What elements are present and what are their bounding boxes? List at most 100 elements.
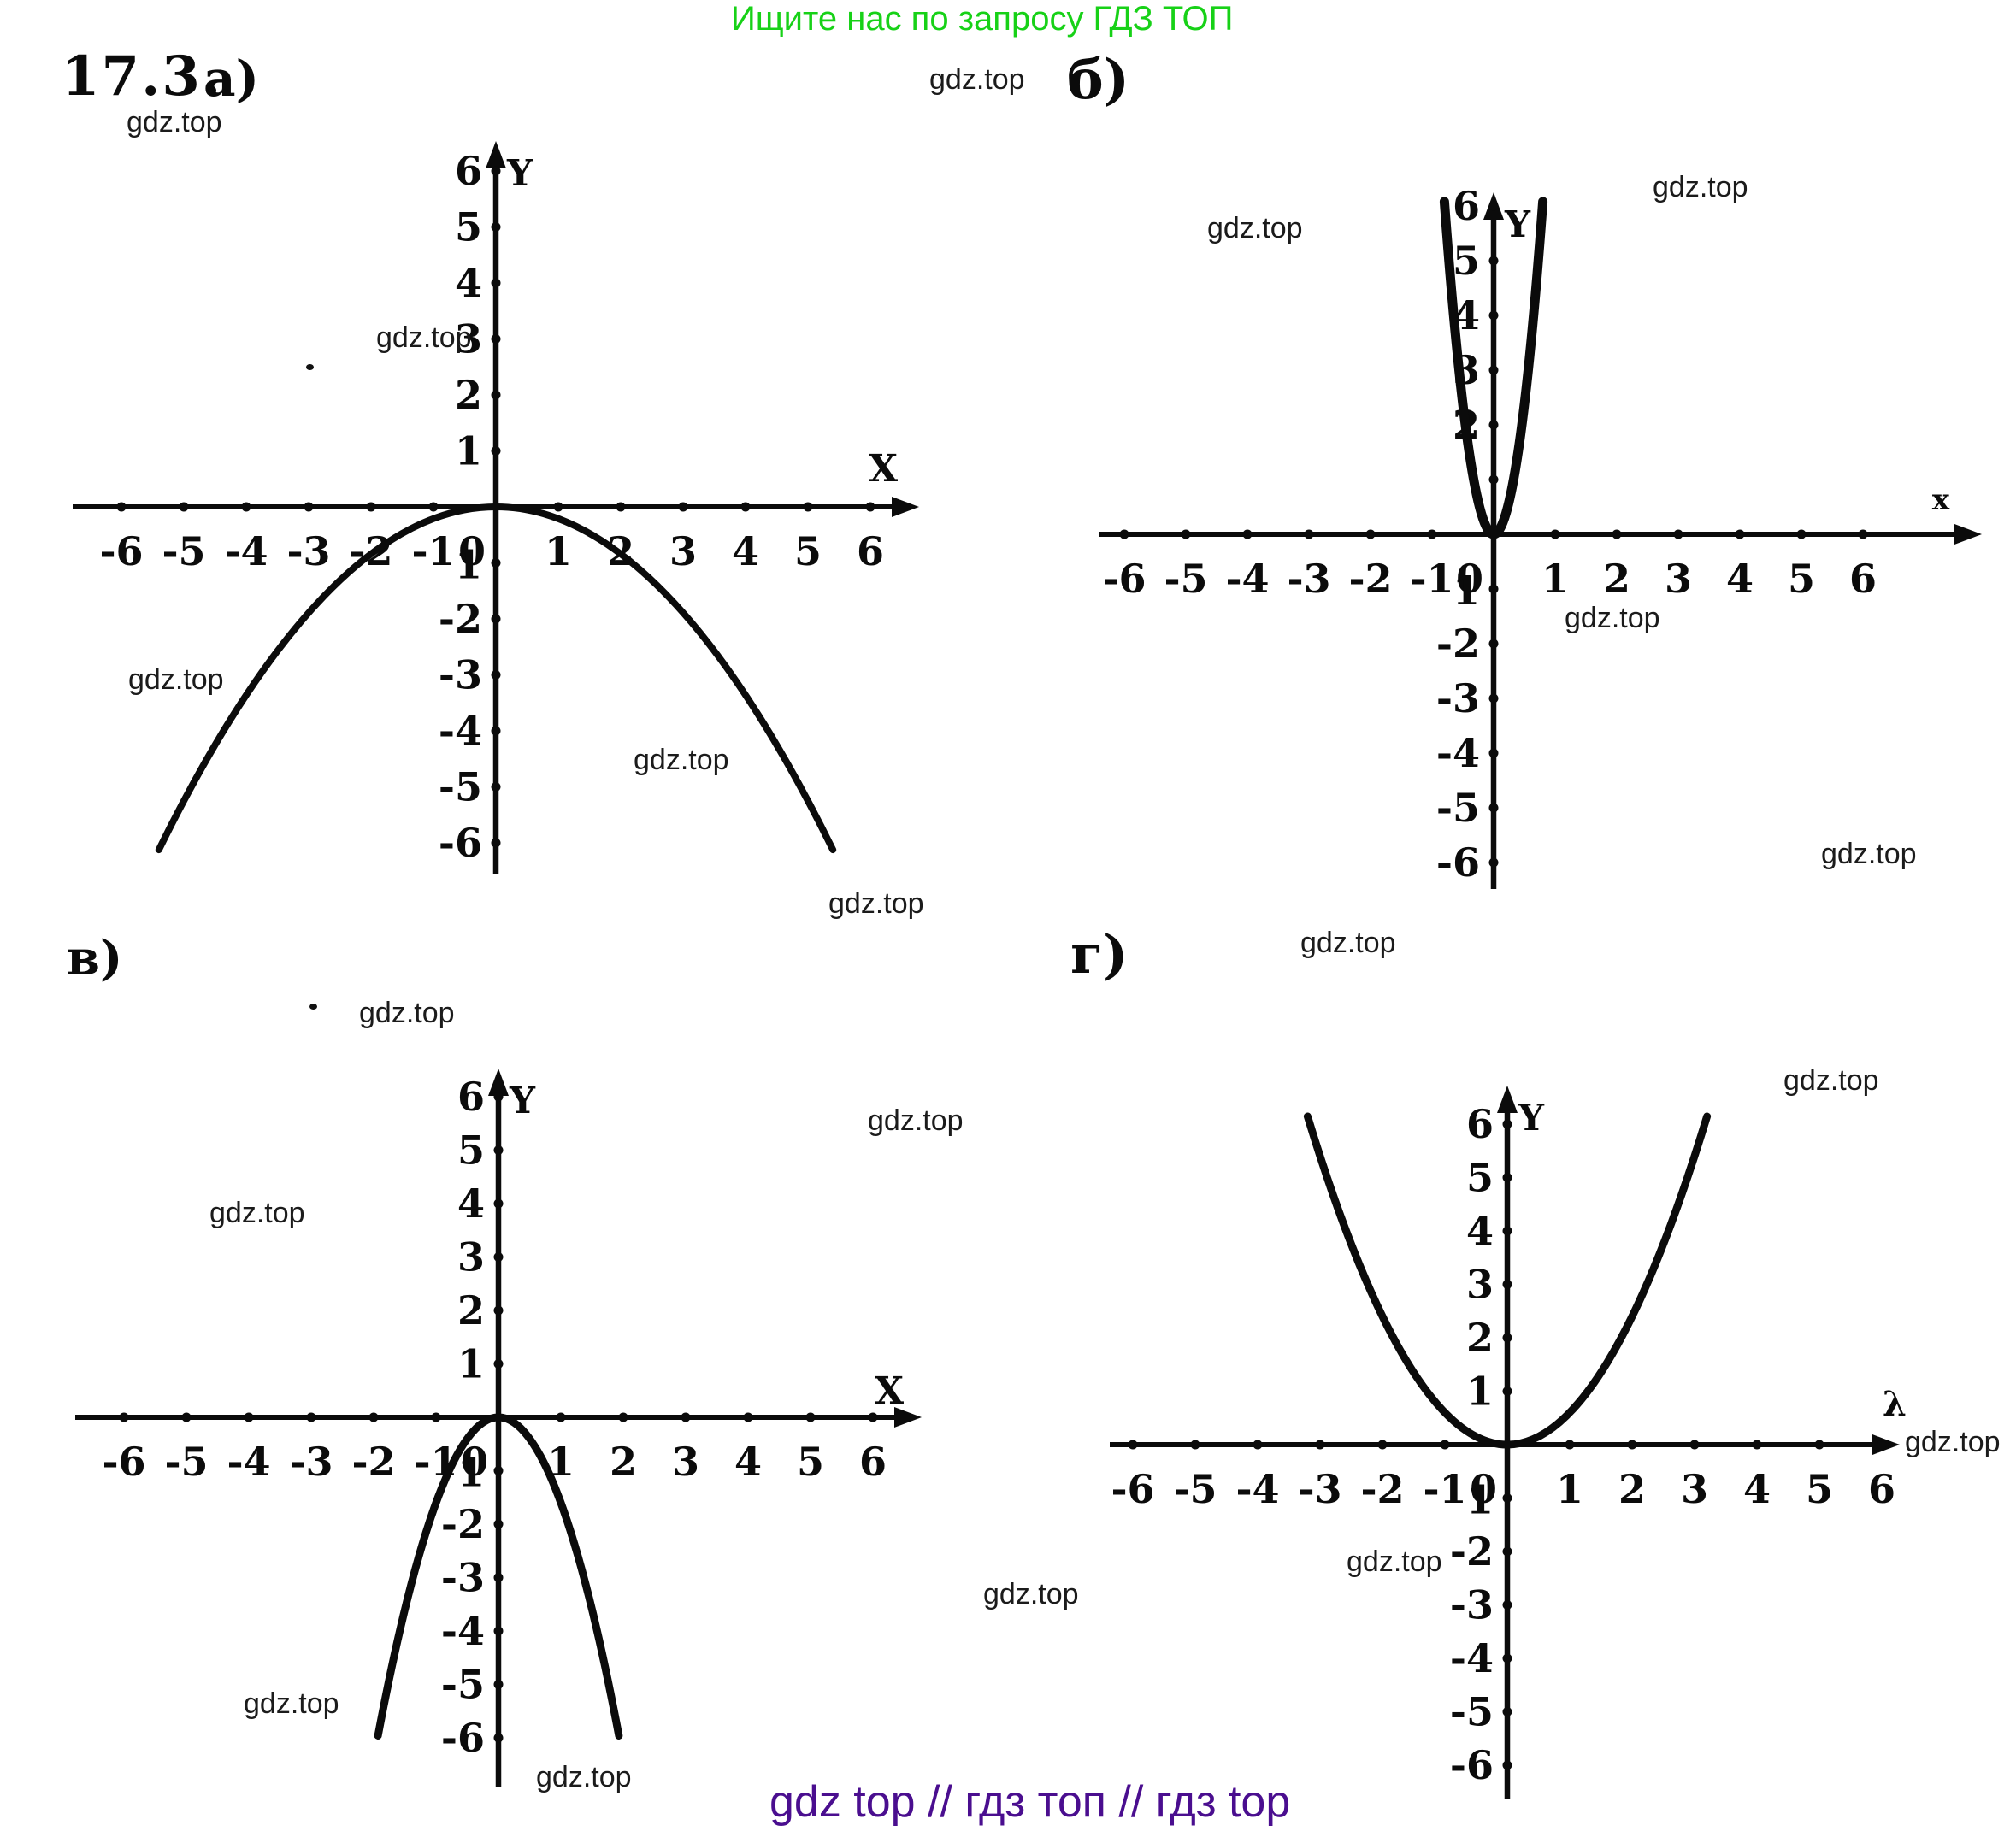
svg-text:1: 1 — [545, 528, 572, 574]
svg-text:3: 3 — [672, 1439, 699, 1485]
curve-b — [1439, 197, 1548, 539]
watermark: gdz.top — [1783, 1064, 1879, 1097]
watermark: gdz.top — [1653, 171, 1748, 203]
svg-text:-5: -5 — [164, 1439, 208, 1485]
svg-text:5: 5 — [1453, 238, 1480, 284]
panel-label-b: б) — [1067, 48, 1129, 112]
svg-text:2: 2 — [1603, 556, 1630, 602]
watermark: gdz.top — [1565, 602, 1660, 634]
watermark: gdz.top — [359, 997, 455, 1029]
svg-text:1: 1 — [1556, 1466, 1583, 1512]
svg-text:4: 4 — [1743, 1466, 1771, 1512]
svg-text:4: 4 — [457, 1181, 485, 1227]
svg-text:5: 5 — [1466, 1155, 1494, 1201]
svg-text:-5: -5 — [439, 764, 482, 810]
svg-text:5: 5 — [457, 1128, 485, 1174]
svg-text:1: 1 — [1466, 1477, 1494, 1523]
svg-text:3: 3 — [457, 1234, 485, 1281]
svg-text:6: 6 — [1453, 183, 1480, 229]
svg-text:3: 3 — [1665, 556, 1692, 602]
watermark: gdz.top — [1821, 838, 1917, 870]
svg-text:-5: -5 — [1436, 785, 1480, 831]
svg-text:1: 1 — [1453, 568, 1480, 614]
svg-text:6: 6 — [457, 1074, 485, 1120]
svg-text:-4: -4 — [224, 528, 268, 574]
svg-text:-2: -2 — [1436, 621, 1480, 667]
svg-text:2: 2 — [457, 1287, 485, 1334]
svg-text:-2: -2 — [1450, 1528, 1494, 1575]
svg-text:4: 4 — [1726, 556, 1754, 602]
svg-text:-3: -3 — [286, 528, 330, 574]
svg-text:-1: -1 — [411, 528, 455, 574]
svg-text:-5: -5 — [441, 1662, 485, 1708]
svg-text:5: 5 — [455, 204, 482, 250]
watermark: gdz.top — [127, 106, 222, 138]
svg-text:-4: -4 — [441, 1608, 485, 1654]
panel-label-g: г) — [1070, 923, 1129, 986]
curve-g — [1303, 1112, 1712, 1449]
svg-text:0: 0 — [1456, 556, 1483, 602]
watermark: gdz.top — [983, 1578, 1079, 1610]
svg-text:-6: -6 — [1436, 839, 1480, 886]
svg-text:6: 6 — [1849, 556, 1877, 602]
svg-text:2: 2 — [1618, 1466, 1646, 1512]
svg-text:-6: -6 — [441, 1715, 485, 1761]
x-axis-letter-b: x — [1932, 483, 1950, 517]
svg-text:-6: -6 — [439, 820, 482, 866]
svg-text:-6: -6 — [102, 1439, 145, 1485]
svg-text:6: 6 — [455, 148, 482, 194]
y-axis-letter-v: Y — [509, 1080, 536, 1122]
y-axis-letter-b: Y — [1504, 203, 1531, 245]
svg-text:-3: -3 — [289, 1439, 333, 1485]
svg-text:5: 5 — [797, 1439, 824, 1485]
svg-text:-6: -6 — [1102, 556, 1146, 602]
x-axis-letter-a: X — [869, 447, 899, 491]
svg-text:-2: -2 — [351, 1439, 395, 1485]
x-axis-letter-v: X — [875, 1369, 905, 1413]
x-axis-letter-g: λ — [1883, 1384, 1907, 1424]
svg-text:5: 5 — [794, 528, 822, 574]
svg-text:0: 0 — [1470, 1466, 1497, 1512]
svg-text:-5: -5 — [1173, 1466, 1217, 1512]
watermark: gdz.top — [868, 1104, 964, 1137]
watermark: gdz.top — [1300, 927, 1396, 959]
scan-speck — [306, 364, 314, 370]
curve-a — [155, 503, 837, 854]
watermark: gdz.top — [1905, 1426, 2001, 1458]
watermark: gdz.top — [1207, 212, 1303, 244]
svg-text:-6: -6 — [1111, 1466, 1154, 1512]
svg-text:6: 6 — [857, 528, 884, 574]
svg-text:-3: -3 — [441, 1555, 485, 1601]
svg-text:-6: -6 — [99, 528, 143, 574]
svg-text:1: 1 — [457, 1450, 485, 1496]
svg-text:1: 1 — [1541, 556, 1569, 602]
svg-text:4: 4 — [732, 528, 759, 574]
svg-text:5: 5 — [1806, 1466, 1833, 1512]
svg-text:3: 3 — [669, 528, 697, 574]
footer-text: gdz top // гдз топ // гдз top — [769, 1777, 1291, 1827]
svg-text:4: 4 — [734, 1439, 762, 1485]
svg-text:4: 4 — [1466, 1208, 1494, 1254]
promo-header-text: Ищите нас по запросу ГДЗ ТОП — [731, 0, 1234, 38]
svg-text:-4: -4 — [1235, 1466, 1279, 1512]
svg-text:-3: -3 — [1298, 1466, 1341, 1512]
svg-text:0: 0 — [458, 528, 486, 574]
svg-text:-3: -3 — [1450, 1582, 1494, 1628]
svg-text:-1: -1 — [1410, 556, 1453, 602]
watermark: gdz.top — [929, 63, 1025, 96]
svg-text:-3: -3 — [439, 652, 482, 698]
panel-label-v: в) — [67, 930, 123, 986]
panel-label-a: а) — [203, 50, 260, 108]
svg-text:1: 1 — [457, 1341, 485, 1387]
svg-text:2: 2 — [455, 372, 482, 418]
svg-text:-4: -4 — [1436, 730, 1480, 776]
watermark: gdz.top — [128, 663, 224, 696]
svg-text:6: 6 — [859, 1439, 887, 1485]
svg-text:-4: -4 — [227, 1439, 270, 1485]
